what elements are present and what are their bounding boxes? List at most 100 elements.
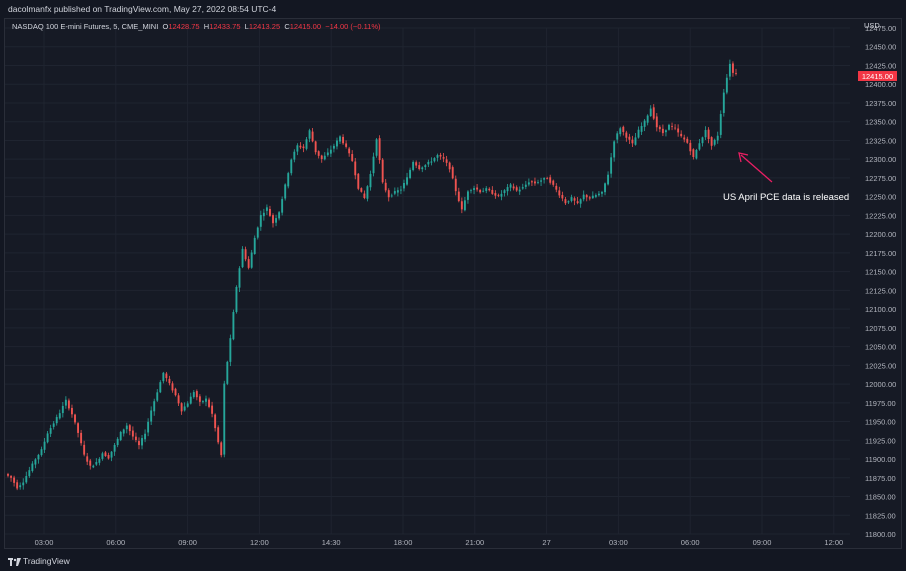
candle [235,285,238,314]
candle-body [546,177,549,179]
candle-body [220,442,223,456]
candle-body [46,433,49,443]
candle [220,441,223,458]
legend-close: 12415.00 [289,22,322,31]
candle [418,161,421,171]
candle [518,186,521,195]
candle [138,437,140,450]
candle-body [713,139,716,145]
candle [311,128,314,143]
candle [195,389,198,401]
candle [588,195,591,201]
candle-body [275,218,278,223]
candle [677,124,680,137]
candle [159,380,162,394]
candle-body [707,129,710,140]
candle-body [646,115,649,123]
candle [710,136,713,150]
candle [342,134,345,145]
candle [34,458,37,469]
y-tick-label: 12250.00 [865,193,896,202]
candle [122,428,125,437]
candle-body [71,407,73,415]
candle [488,187,491,192]
candle-body [269,208,271,216]
candle [527,178,530,187]
candle [680,130,683,138]
candle [701,136,704,147]
candle [594,193,597,199]
candle [125,422,128,434]
candle [591,191,594,199]
candle [174,387,177,397]
candle-body [299,145,302,148]
candle-body [509,184,512,188]
candle-body [378,138,381,161]
candle [515,185,518,192]
candle-body [186,403,189,407]
candle [735,68,737,76]
candle [671,122,673,131]
candle-body [332,145,335,149]
candle-body [64,399,67,406]
candle [250,249,253,269]
candle-body [323,155,326,160]
candle [604,182,606,196]
y-tick-label: 12475.00 [865,24,896,33]
candle-body [695,149,698,159]
candle [567,200,570,204]
candle-body [686,138,689,143]
candle [10,474,12,482]
candle [299,142,302,150]
candle-body [360,188,363,192]
candle [253,235,256,255]
y-tick-label: 12100.00 [865,305,896,314]
chart-frame[interactable] [4,18,902,549]
candle [387,188,390,202]
candle [573,196,576,206]
candle-body [634,137,637,145]
annotation-text: US April PCE data is released [723,192,849,203]
candle [363,190,366,200]
x-tick-label: 14:30 [322,538,341,547]
candle-body [122,429,125,434]
candle-body [463,200,466,211]
y-tick-label: 11925.00 [865,436,896,445]
candle-body [31,463,34,472]
candle-body [527,182,530,185]
candle-body [168,378,171,384]
candle-body [55,417,58,424]
y-tick-label: 12175.00 [865,249,896,258]
y-tick-label: 11950.00 [865,418,896,427]
candle-body [296,145,299,152]
candle-body [281,199,284,213]
legend-change: −14.00 (−0.11%) [325,22,381,31]
candle [491,186,494,195]
candle-body [573,198,576,201]
candle-body [49,428,52,434]
candle-body [555,185,558,190]
top-bar [0,0,906,18]
candle-body [198,396,201,402]
candle-body [393,191,396,194]
candle [351,150,354,163]
candle-body [601,191,603,194]
candle [205,395,207,407]
candle-body [128,425,131,432]
candle [113,442,116,456]
candle-body [409,169,412,178]
candle [463,197,466,212]
candle [421,166,424,173]
legend-open-label: O [162,22,169,31]
candle-body [326,152,329,156]
brand: TradingView [8,556,70,566]
candle-body [180,403,183,412]
candle [439,152,442,160]
legend-high-label: H [203,22,210,31]
candle [28,466,31,478]
candle [119,430,122,442]
candle-body [732,63,734,73]
candle-body [454,178,457,192]
candle-body [357,173,360,189]
